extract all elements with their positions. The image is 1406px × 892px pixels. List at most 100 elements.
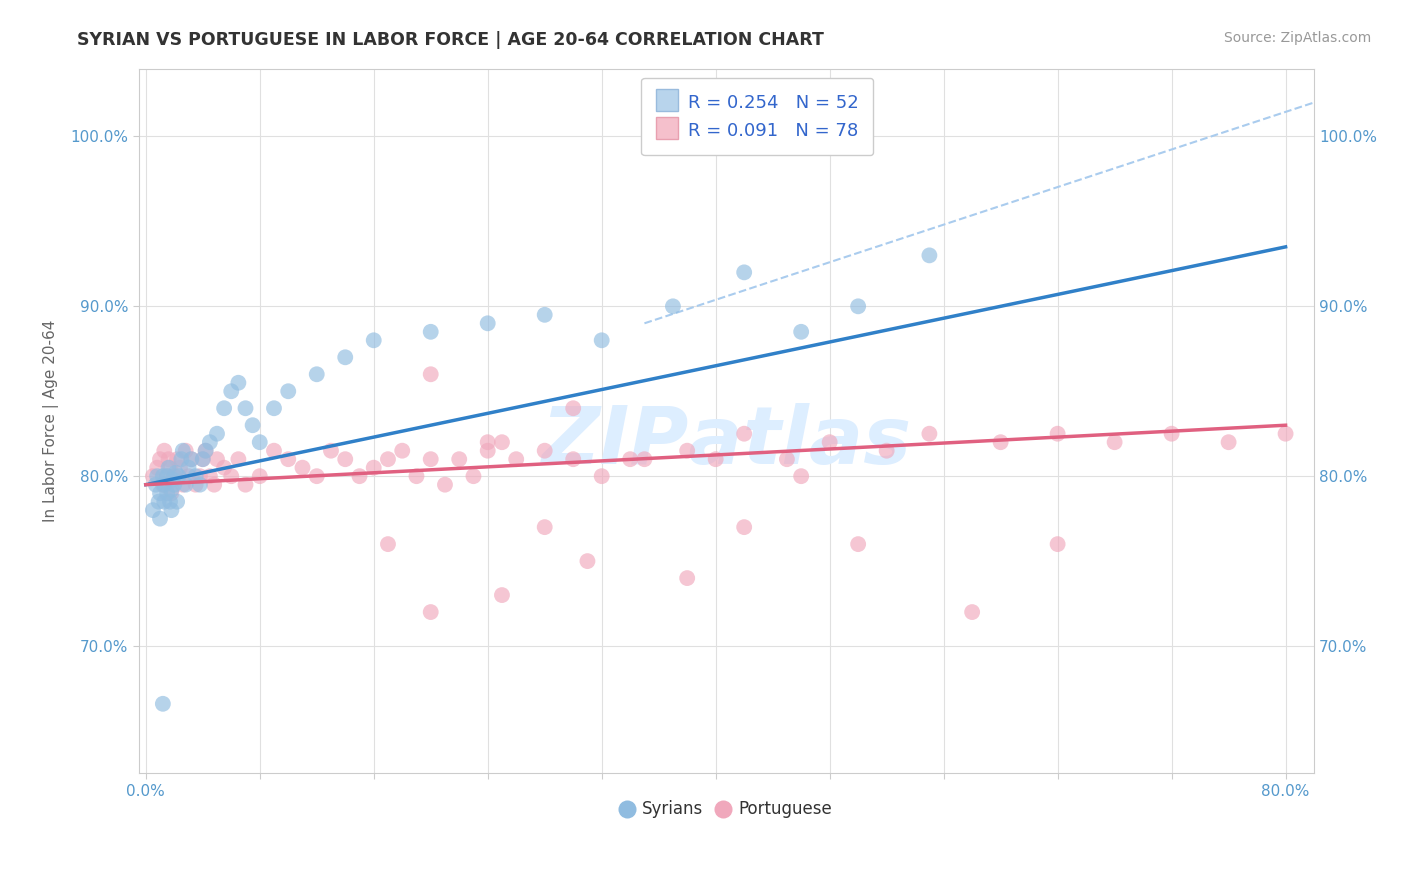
Point [419,325,441,339]
Point [918,426,941,441]
Point [149,452,172,467]
Point [174,477,197,491]
Point [156,469,179,483]
Point [172,443,194,458]
Point [228,376,250,390]
Point [212,401,235,416]
Point [733,426,755,441]
Point [160,483,183,497]
Point [505,452,527,467]
Point [198,469,221,483]
Point [591,469,613,483]
Point [263,401,285,416]
Point [676,443,699,458]
Point [305,469,328,483]
Point [205,426,228,441]
Point [633,452,655,467]
Point [184,477,207,491]
Point [918,248,941,262]
Point [662,299,685,313]
Point [194,443,217,458]
Point [153,494,176,508]
Point [704,452,727,467]
Point [463,469,485,483]
Point [157,460,180,475]
Point [433,477,456,491]
Point [152,697,174,711]
Point [188,469,211,483]
Point [477,316,499,330]
Point [1104,435,1126,450]
Point [733,265,755,279]
Point [198,435,221,450]
Point [491,435,513,450]
Point [477,435,499,450]
Point [191,452,214,467]
Point [153,443,176,458]
Point [235,477,257,491]
Point [291,460,314,475]
Point [419,368,441,382]
Point [166,494,188,508]
Point [149,511,172,525]
Point [145,477,167,491]
Point [177,460,200,475]
Point [163,469,186,483]
Point [149,486,172,500]
Point [619,452,641,467]
Point [169,460,191,475]
Point [228,452,250,467]
Point [1160,426,1182,441]
Point [1274,426,1296,441]
Point [960,605,983,619]
Text: Source: ZipAtlas.com: Source: ZipAtlas.com [1223,31,1371,45]
Point [533,443,555,458]
Point [180,452,202,467]
Point [191,452,214,467]
Point [205,452,228,467]
Point [477,443,499,458]
Point [576,554,599,568]
Point [194,443,217,458]
Point [184,469,207,483]
Point [235,401,257,416]
Point [142,503,165,517]
Point [156,469,179,483]
Point [148,494,170,508]
Point [776,452,799,467]
Point [180,452,202,467]
Point [790,469,813,483]
Point [277,384,299,399]
Point [157,452,180,467]
Point [1218,435,1240,450]
Point [405,469,427,483]
Point [363,460,385,475]
Point [1046,537,1069,551]
Point [305,368,328,382]
Point [733,520,755,534]
Point [562,401,585,416]
Legend: Syrians, Portuguese: Syrians, Portuguese [614,794,839,825]
Point [491,588,513,602]
Point [377,452,399,467]
Point [219,384,242,399]
Point [846,299,869,313]
Point [846,537,869,551]
Point [263,443,285,458]
Point [242,418,264,433]
Point [170,452,193,467]
Point [162,473,184,487]
Point [160,503,183,517]
Point [177,469,200,483]
Point [249,435,271,450]
Point [219,469,242,483]
Point [676,571,699,585]
Point [335,452,357,467]
Y-axis label: In Labor Force | Age 20-64: In Labor Force | Age 20-64 [44,320,59,522]
Point [349,469,371,483]
Point [591,333,613,347]
Point [166,452,188,467]
Point [142,469,165,483]
Point [277,452,299,467]
Point [319,443,342,458]
